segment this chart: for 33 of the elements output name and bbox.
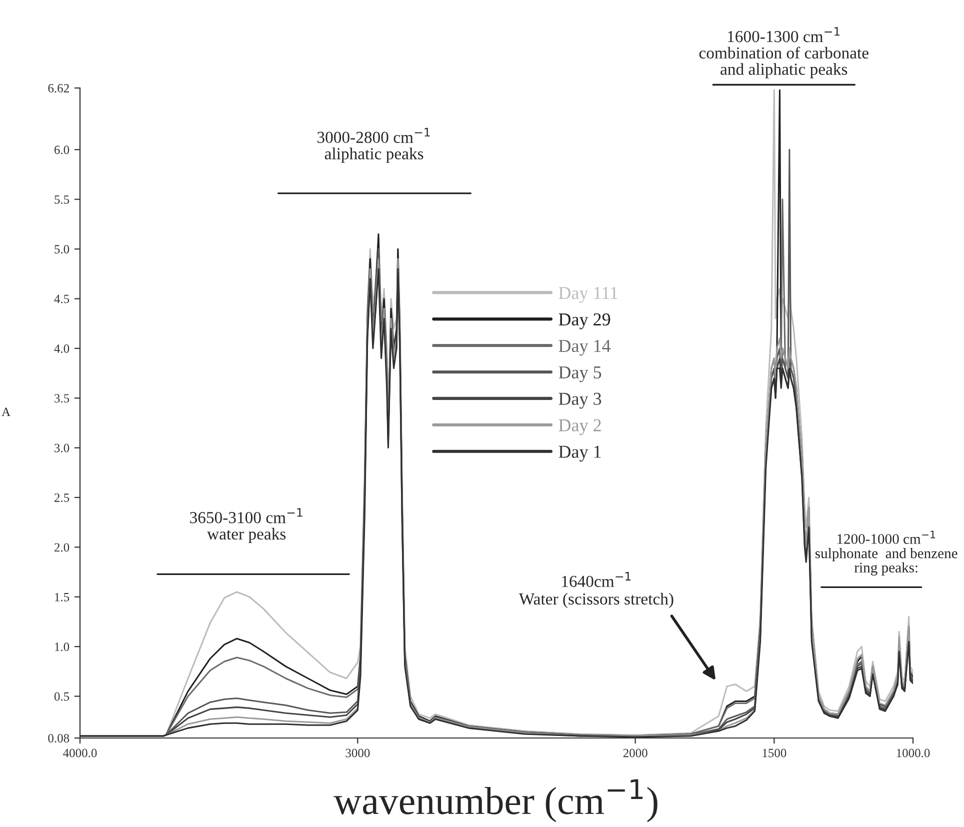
y-tick-label: 2.5 [54, 494, 70, 502]
y-tick-label: 5.5 [54, 195, 70, 204]
y-tick-label: 0.5 [54, 692, 70, 701]
text: Day 3 [558, 392, 602, 409]
y-tick-label: 6.62 [48, 84, 69, 93]
y-tick-label: 3.5 [54, 394, 70, 403]
y-tick-label: 0.08 [48, 734, 70, 743]
x-tick-label: 3000 [346, 748, 370, 758]
x-tick-label: 4000.0 [63, 748, 97, 758]
x-axis-title: wavenumber (cm$^{−1}$) [334, 779, 658, 822]
annotation: 1640cm$^{−1}$ Water (scissors stretch) [518, 572, 674, 608]
text: Day 111 [558, 286, 618, 303]
y-axis-title: A [2, 408, 10, 416]
text: Day 29 [558, 313, 610, 330]
y-tick-label: 4.0 [54, 344, 70, 353]
text: 1600-1300 cm$^{−1}$ combination of carbonate and aliphatic peaks [699, 27, 868, 78]
text: Day 5 [558, 366, 602, 382]
text: Day 2 [558, 419, 601, 436]
x-tick-label: 2000 [623, 748, 648, 758]
text: Day 14 [558, 340, 611, 356]
x-tick-label: 1000.0 [896, 748, 930, 758]
y-tick-label: 3.0 [54, 444, 70, 452]
annotation: 1200-1000 cm$^{−1}$ sulphonate and benzene ring peaks: [815, 530, 958, 576]
annotation: 3000-2800 cm$^{−1}$ aliphatic peaks [318, 128, 430, 163]
annotation: 3650-3100 cm$^{−1}$ water peaks [190, 508, 302, 543]
y-tick-label: 4.5 [54, 294, 70, 304]
y-tick-label: 6.0 [54, 146, 70, 154]
y-tick-label: 5.0 [54, 245, 70, 254]
y-tick-label: 1.5 [55, 592, 70, 602]
y-tick-label: 1.0 [55, 642, 70, 652]
text: Day 1 [558, 446, 601, 462]
y-tick-label: 2.0 [54, 543, 70, 552]
x-tick-label: 1500 [762, 748, 786, 758]
